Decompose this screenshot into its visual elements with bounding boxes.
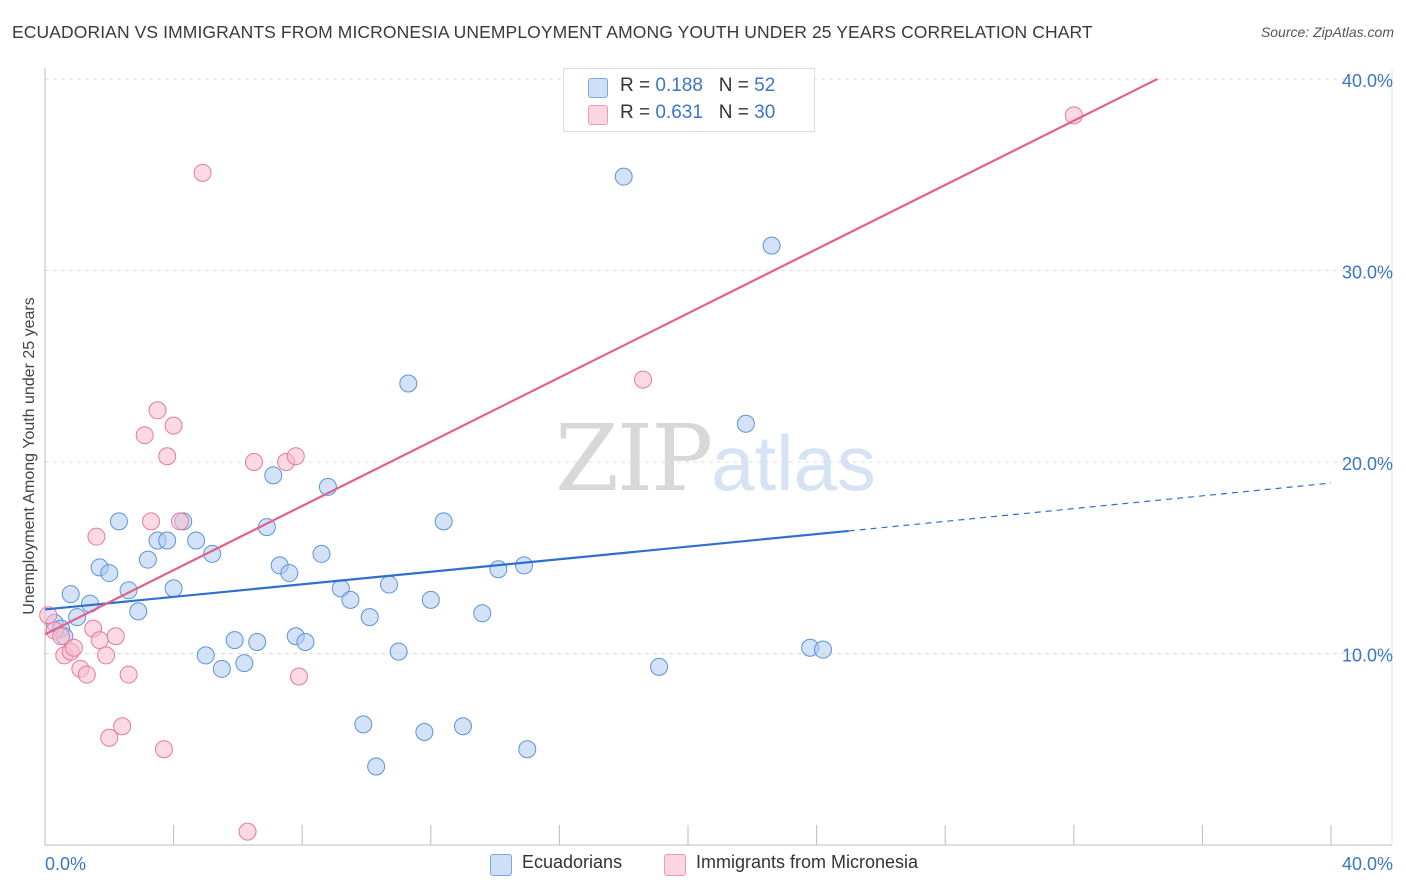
- micronesia-point: [164, 416, 183, 435]
- ecuadorian-point: [453, 717, 472, 736]
- micronesia-point: [148, 401, 167, 420]
- source-credit: Source: ZipAtlas.com: [1260, 24, 1394, 40]
- micronesia-point: [39, 606, 58, 625]
- bottom-legend-swatch-ecuadorians: [490, 854, 512, 876]
- micronesia-point: [135, 426, 154, 445]
- ecuadorian-point: [650, 657, 669, 676]
- legend-text: R = 0.631 N = 30: [620, 102, 776, 123]
- bottom-legend-swatch-micronesia: [664, 854, 686, 876]
- ecuadorian-point: [248, 633, 267, 652]
- ecuadorian-point: [473, 604, 492, 623]
- micronesia-point: [87, 527, 106, 546]
- ecuadorian-point: [158, 531, 177, 550]
- ecuadorian-point: [415, 723, 434, 742]
- ecuadorian-point: [421, 590, 440, 609]
- micronesia-point: [171, 512, 190, 531]
- ecuadorian-point: [389, 642, 408, 661]
- ecuadorian-point: [235, 654, 254, 673]
- chart-title: ECUADORIAN VS IMMIGRANTS FROM MICRONESIA…: [12, 22, 1093, 42]
- y-tick-label: 40.0%: [1342, 71, 1393, 91]
- correlation-legend: R = 0.188 N = 52 R = 0.631 N = 30: [563, 68, 815, 132]
- micronesia-point: [64, 638, 83, 657]
- ecuadorian-point: [736, 414, 755, 433]
- ecuadorian-point: [489, 560, 508, 579]
- micronesia-point: [244, 453, 263, 471]
- y-tick-label: 10.0%: [1342, 646, 1393, 666]
- watermark-atlas: atlas: [711, 419, 876, 507]
- watermark-zip: ZIP: [555, 405, 713, 512]
- ecuadorian-point: [341, 590, 360, 609]
- ecuadorian-point: [138, 550, 157, 569]
- ecuadorian-point: [225, 631, 244, 650]
- micronesia-point: [633, 370, 652, 389]
- micronesia-point: [113, 717, 132, 736]
- x-tick-label: 40.0%: [1342, 854, 1393, 874]
- micronesia-point: [77, 665, 96, 684]
- micronesia-point: [142, 512, 161, 531]
- x-tick-label: 0.0%: [45, 854, 86, 874]
- ecuadorian-point: [109, 512, 128, 531]
- ecuadorian-point: [518, 740, 537, 759]
- ecuadorian-point: [280, 564, 299, 583]
- ecuadorian-point: [814, 640, 833, 659]
- y-tick-label: 30.0%: [1342, 263, 1393, 283]
- ecuadorian-point: [354, 715, 373, 734]
- ecuadorian-point: [296, 633, 315, 652]
- ecuadorian-point: [187, 531, 206, 550]
- micronesia-point: [289, 667, 308, 686]
- y-tick-label: 20.0%: [1342, 454, 1393, 474]
- micronesia-trendline: [44, 78, 1158, 636]
- micronesia-point: [119, 665, 138, 684]
- ecuadorian-point: [196, 646, 215, 665]
- micronesia-point: [106, 627, 125, 646]
- ecuadorian-point: [399, 374, 418, 393]
- bottom-legend-label: Ecuadorians: [522, 852, 623, 872]
- micronesia-point: [52, 627, 71, 646]
- micronesia-point: [154, 740, 173, 759]
- ecuadorian-point: [129, 602, 148, 621]
- legend-text: R = 0.188 N = 52: [620, 75, 776, 96]
- micronesia-point: [158, 447, 177, 466]
- micronesia-point: [286, 447, 305, 466]
- micronesia-point: [100, 728, 119, 747]
- micronesia-point: [238, 822, 257, 841]
- micronesia-point: [97, 646, 116, 665]
- legend-swatch-ecuadorians: [588, 78, 608, 98]
- ecuadorian-point: [515, 556, 534, 575]
- ecuadorian-point: [614, 167, 633, 186]
- ecuadorian-point: [434, 512, 453, 531]
- ecuadorian-point: [367, 757, 386, 776]
- micronesia-point: [193, 163, 212, 182]
- micronesia-point: [90, 631, 109, 650]
- ecuadorian-point: [212, 659, 231, 678]
- ecuadorian-point: [312, 544, 331, 563]
- watermark: ZIPatlas: [555, 405, 876, 512]
- ecuadorian-trendline: [44, 529, 849, 611]
- ecuadorian-point: [762, 236, 781, 255]
- ecuadorian-point: [100, 564, 119, 583]
- ecuadorian-point: [380, 575, 399, 594]
- ecuadorian-point: [264, 466, 283, 485]
- bottom-legend-label: Immigrants from Micronesia: [696, 852, 919, 872]
- ecuadorian-point: [360, 608, 379, 627]
- legend-swatch-micronesia: [588, 105, 608, 125]
- ecuadorian-point: [164, 579, 183, 598]
- ecuadorian-point: [61, 585, 80, 604]
- ecuadorian-trendline-extension: [848, 482, 1332, 532]
